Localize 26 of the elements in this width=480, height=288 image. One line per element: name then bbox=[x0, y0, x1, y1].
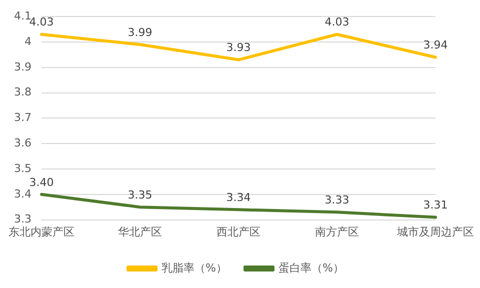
data-label: 3.35 bbox=[128, 188, 152, 202]
x-tick-label: 华北产区 bbox=[118, 225, 162, 238]
data-label: 4.03 bbox=[29, 16, 54, 29]
y-tick-label: 4 bbox=[24, 34, 32, 48]
y-tick-label: 3.9 bbox=[14, 60, 32, 74]
data-label: 3.93 bbox=[226, 41, 251, 54]
data-label: 3.34 bbox=[226, 191, 251, 204]
y-tick-label: 3.3 bbox=[14, 212, 32, 226]
data-label: 4.03 bbox=[324, 16, 350, 29]
data-label: 3.99 bbox=[128, 26, 152, 39]
x-tick-label: 南方产区 bbox=[315, 225, 359, 238]
legend-label: 乳脂率（%） bbox=[162, 261, 227, 274]
y-tick-label: 3.4 bbox=[14, 187, 32, 200]
data-label: 3.94 bbox=[423, 38, 448, 52]
data-label: 3.33 bbox=[324, 194, 350, 207]
y-tick-label: 3.5 bbox=[14, 162, 32, 175]
y-tick-label: 4.1 bbox=[14, 9, 32, 22]
y-tick-label: 3.8 bbox=[14, 86, 32, 99]
x-tick-label: 城市及周边产区 bbox=[396, 225, 474, 238]
legend-label: 蛋白率（%） bbox=[278, 261, 344, 274]
y-tick-label: 3.7 bbox=[14, 111, 32, 124]
x-tick-label: 西北产区 bbox=[216, 225, 260, 238]
data-label: 3.31 bbox=[423, 198, 448, 212]
data-label: 3.40 bbox=[29, 176, 54, 189]
y-tick-label: 3.6 bbox=[14, 136, 32, 150]
x-tick-label: 东北内蒙产区 bbox=[8, 225, 74, 238]
